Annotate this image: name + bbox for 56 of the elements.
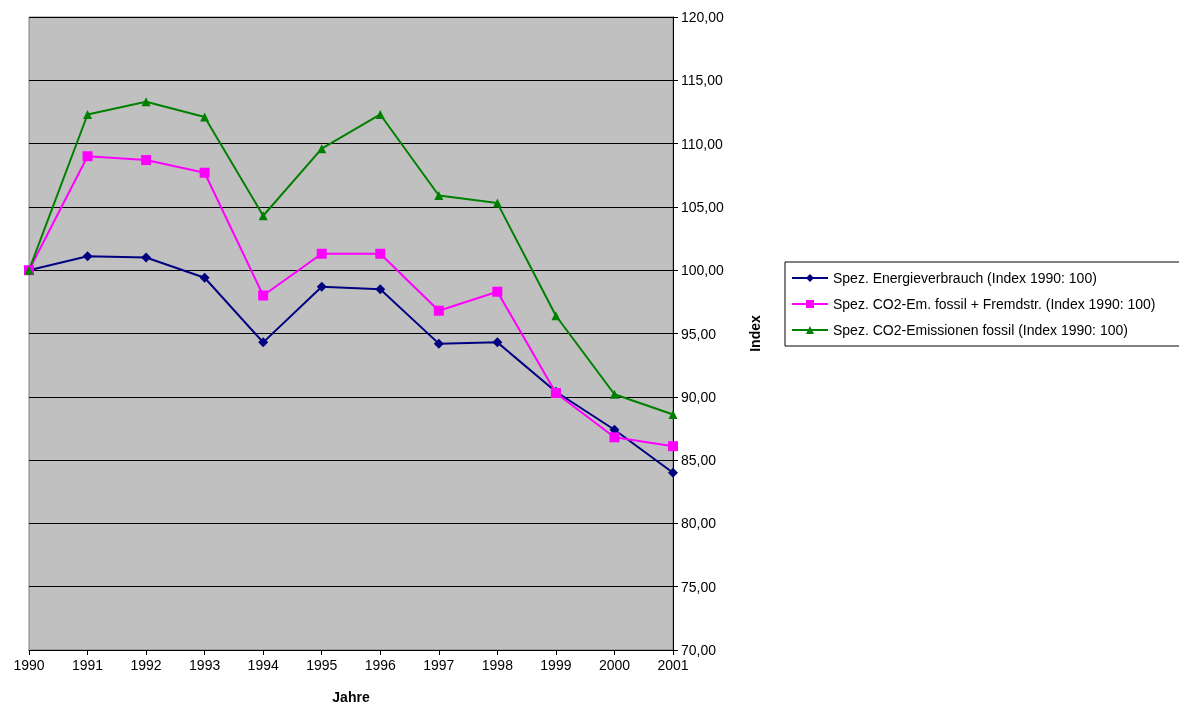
x-tick-label: 1991: [71, 657, 104, 673]
x-tick-label: 1992: [130, 657, 162, 673]
point: [258, 337, 269, 348]
y-tick-label: 110,00: [681, 135, 723, 152]
point: [141, 155, 152, 166]
point: [434, 191, 444, 201]
point: [668, 410, 678, 420]
x-axis-title: Jahre: [332, 689, 370, 705]
point: [551, 311, 561, 321]
y-tick-label: 95,00: [681, 325, 717, 342]
x-tick-label: 1993: [189, 657, 221, 673]
point: [316, 248, 327, 259]
y-tick-label: 80,00: [681, 515, 717, 532]
point: [199, 167, 210, 178]
y-tick-label: 105,00: [681, 198, 725, 215]
y-tick-label: 90,00: [681, 388, 717, 405]
y-tick-label: 115,00: [681, 72, 723, 89]
point: [82, 251, 93, 262]
x-tick-label: 1999: [540, 657, 572, 673]
point: [492, 286, 503, 297]
point: [141, 252, 152, 263]
point: [375, 284, 386, 295]
point: [668, 441, 678, 452]
x-tick-label: 1998: [481, 657, 514, 673]
x-tick-label: 1990: [13, 657, 45, 673]
point: [82, 151, 93, 162]
point: [258, 290, 269, 301]
point: [375, 248, 386, 259]
point: [433, 305, 444, 316]
legend-label: Spez. Energieverbrauch (Index 1990: 100): [833, 270, 1097, 286]
point: [199, 272, 210, 283]
x-tick-label: 1997: [423, 657, 455, 673]
point: [492, 337, 503, 348]
x-tick-label: 1994: [247, 657, 279, 673]
y-tick-label: 85,00: [681, 452, 717, 469]
y-tick-label: 100,00: [681, 262, 725, 279]
point: [609, 389, 619, 399]
point: [316, 281, 327, 292]
legend-label: Spez. CO2-Emissionen fossil (Index 1990: 100): [833, 322, 1128, 338]
legend-label: Spez. CO2-Em. fossil + Fremdstr. (Index 1990: 100): [833, 296, 1156, 312]
point: [609, 432, 620, 443]
point: [433, 338, 444, 349]
y-tick-label: 120,00: [681, 9, 725, 25]
x-tick-label: 2001: [657, 657, 689, 673]
x-tick-label: 1995: [306, 657, 338, 673]
point: [83, 109, 93, 119]
y-tick-label: 75,00: [681, 578, 717, 595]
point: [668, 467, 678, 478]
x-tick-label: 1996: [364, 657, 397, 673]
point: [141, 97, 151, 107]
point: [375, 109, 385, 119]
x-tick-label: 2000: [598, 657, 631, 673]
point: [200, 112, 210, 122]
y-tick-label: 70,00: [681, 642, 717, 658]
point: [492, 198, 502, 208]
y-axis-title: Index: [747, 315, 763, 352]
